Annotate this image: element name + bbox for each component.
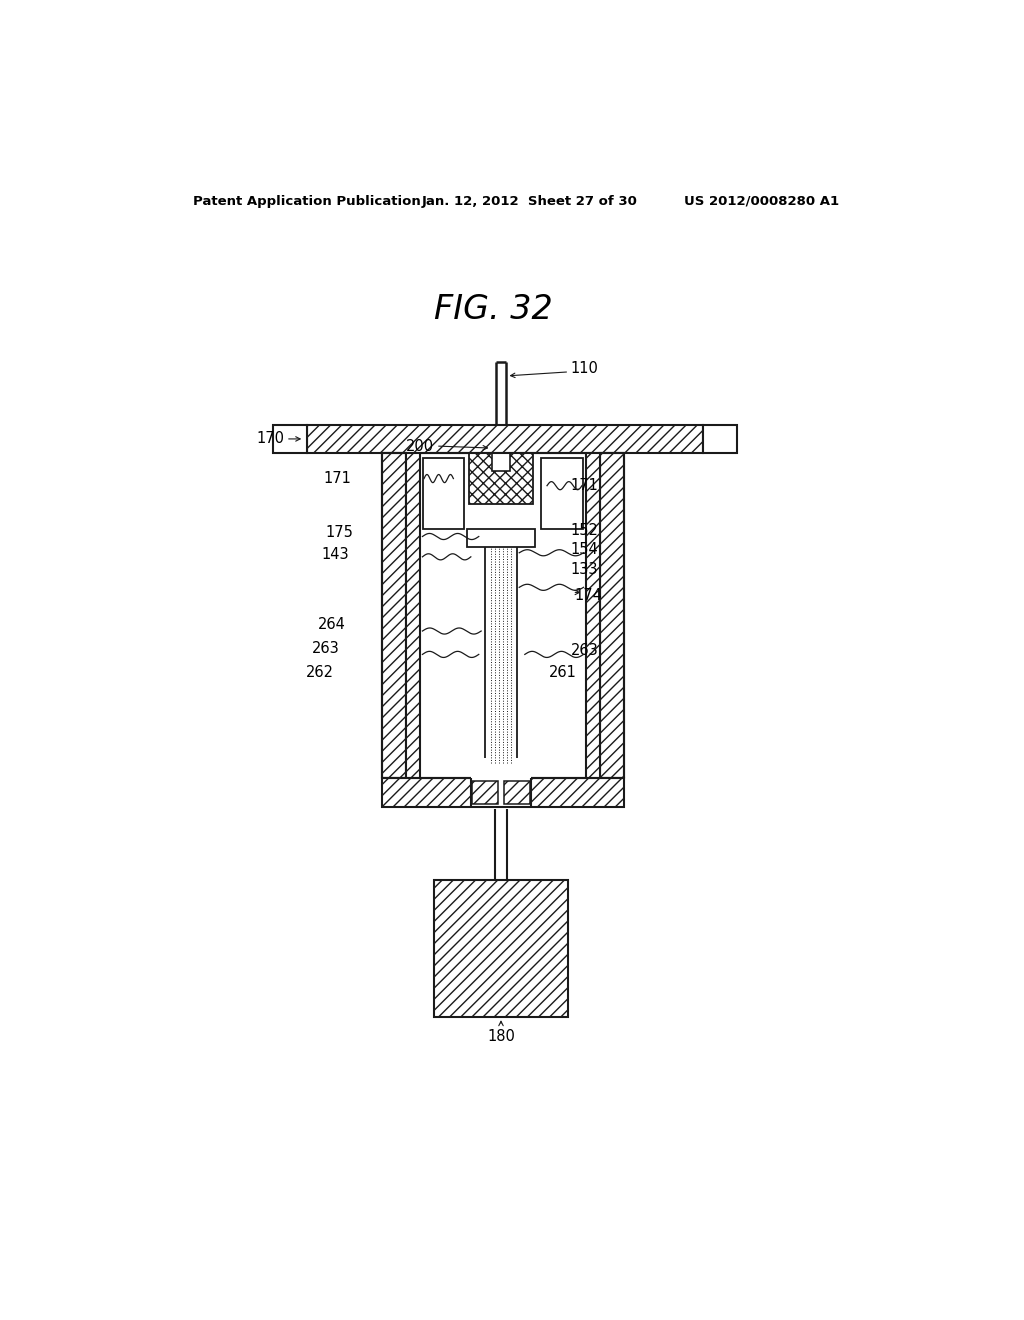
Bar [306,425,703,453]
Text: 262: 262 [306,665,334,680]
Text: 110: 110 [570,362,599,376]
Bar [586,453,600,779]
Text: 180: 180 [487,1030,515,1044]
Bar [600,453,624,779]
Bar [493,453,510,471]
Bar [703,425,736,453]
Bar [469,453,532,504]
Text: 263: 263 [570,643,599,657]
Text: 174: 174 [574,587,602,603]
Bar [273,425,306,453]
Text: 143: 143 [321,548,348,562]
Bar [382,453,406,779]
Text: 171: 171 [570,478,599,494]
Text: 264: 264 [317,618,345,632]
Bar [472,781,498,804]
Text: 263: 263 [312,640,340,656]
Text: Jan. 12, 2012  Sheet 27 of 30: Jan. 12, 2012 Sheet 27 of 30 [422,195,638,209]
Text: 200: 200 [407,438,434,454]
Text: US 2012/0008280 A1: US 2012/0008280 A1 [684,195,839,209]
Bar [467,529,535,546]
Bar [504,781,529,804]
Bar [433,880,568,1018]
Text: 175: 175 [326,525,353,540]
Text: 171: 171 [324,471,352,486]
Text: 152: 152 [570,523,599,539]
Text: 261: 261 [549,665,577,680]
Bar [406,453,420,779]
Text: Patent Application Publication: Patent Application Publication [194,195,421,209]
Text: FIG. 32: FIG. 32 [434,293,552,326]
Bar [382,779,624,807]
Text: 154: 154 [570,543,599,557]
Text: 133: 133 [570,561,598,577]
Bar [471,776,531,809]
Bar [423,458,465,529]
Text: 170: 170 [256,432,285,446]
Bar [542,458,583,529]
